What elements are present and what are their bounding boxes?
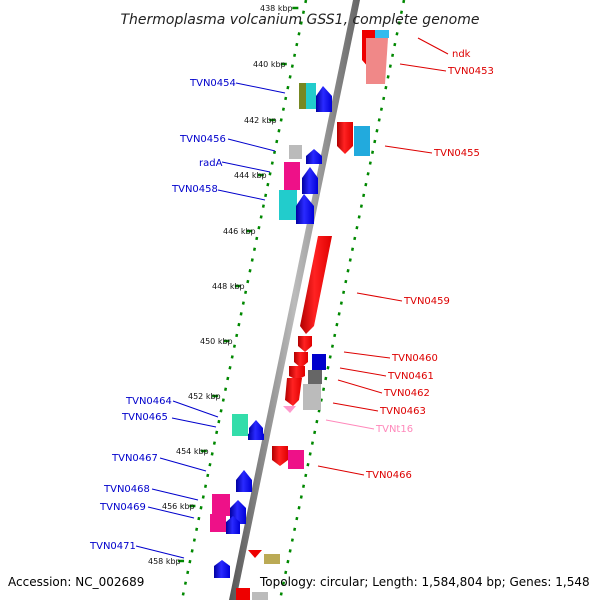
tick-label-446: 446 kbp [223,227,256,236]
gene-TVN0454b-shape[interactable] [306,83,316,109]
gene-fwd-456-shape[interactable] [306,149,322,164]
tick-label-444: 444 kbp [234,171,267,180]
gene-fwd-radA-shape[interactable] [302,167,318,194]
gene-fwd-469-shape[interactable] [226,516,240,534]
label-TVN0460[interactable]: TVN0460 [391,353,438,364]
gene-TVN0462-shape[interactable] [308,370,322,384]
gene-TVN0460b-shape[interactable] [294,352,308,368]
tick-label-448: 448 kbp [212,282,245,291]
tick-label-440: 440 kbp [253,60,286,69]
label-TVN0461[interactable]: TVN0461 [387,371,434,382]
label-TVN0465[interactable]: TVN0465 [121,412,168,423]
tick-label-450: 450 kbp [200,337,233,346]
gene-TVN0466-shape[interactable] [272,446,288,466]
gene-TVN0471-shape[interactable] [214,560,230,578]
gene-TVN0455-shape[interactable] [337,122,353,154]
label-TVN0459[interactable]: TVN0459 [403,296,450,307]
gene-TVN0463-shape[interactable] [285,378,302,406]
gene-TVN0466b-shape[interactable] [288,450,304,469]
kbp-labels: 438 kbp 440 kbp 442 kbp 444 kbp 446 kbp … [148,4,293,566]
label-TVN0469[interactable]: TVN0469 [99,502,146,513]
label-TVN0467[interactable]: TVN0467 [111,453,158,464]
gene-TVN0454-shape[interactable] [299,83,307,109]
kbp-ticks [178,6,299,563]
label-TVN0454[interactable]: TVN0454 [189,78,236,89]
tick-label-438: 438 kbp [260,4,293,13]
gene-TVN0459-shape[interactable] [300,236,332,334]
label-radA[interactable]: radA [199,158,223,169]
leader-lines [135,37,449,559]
gene-TVN0456-shape[interactable] [289,145,302,159]
map-title: Thermoplasma volcanium GSS1, complete ge… [120,12,479,28]
gene-ndk-cap [375,30,389,38]
tick-label-458: 458 kbp [148,557,181,566]
tick-label-442: 442 kbp [244,116,277,125]
gene-TVN0455b-shape[interactable] [354,126,370,156]
gene-bottom-red-shape[interactable] [236,588,250,600]
gene-TVN0463b-shape[interactable] [303,384,321,410]
tick-label-456: 456 kbp [162,502,195,511]
gene-fwd-458-shape[interactable] [296,194,314,224]
gene-small-olive-shape[interactable] [264,554,280,564]
label-TVN0458[interactable]: TVN0458 [171,184,218,195]
label-ndk[interactable]: ndk [452,49,471,60]
label-TVN0464[interactable]: TVN0464 [125,396,172,407]
label-TVN0455[interactable]: TVN0455 [433,148,480,159]
gene-TVN0453-shape[interactable] [366,38,388,84]
label-TVN0453[interactable]: TVN0453 [447,66,494,77]
gene-TVN0468-shape[interactable] [212,494,230,516]
tick-label-454: 454 kbp [176,447,209,456]
gene-small-red-shape[interactable] [248,550,262,558]
label-TVN0463[interactable]: TVN0463 [379,406,426,417]
topology-text: Topology: circular; Length: 1,584,804 bp… [259,575,590,589]
gene-TVN0461-shape[interactable] [312,354,326,370]
backbone [229,0,360,600]
gene-TVN0469-shape[interactable] [210,514,226,532]
label-TVN0471[interactable]: TVN0471 [89,541,136,552]
gene-fwd-454-shape[interactable] [316,86,332,112]
gene-features [210,30,389,600]
label-TVN0456[interactable]: TVN0456 [179,134,226,145]
label-TVN0462[interactable]: TVN0462 [383,388,430,399]
label-TVNt16[interactable]: TVNt16 [375,424,413,435]
tick-label-452: 452 kbp [188,392,221,401]
gene-bottom-gray-shape[interactable] [252,592,268,600]
gene-radA-shape[interactable] [284,162,300,190]
label-TVN0466[interactable]: TVN0466 [365,470,412,481]
gene-TVN0467-shape[interactable] [236,470,252,492]
gene-TVN0460-shape[interactable] [298,336,312,352]
gene-TVN0462b-shape[interactable] [289,366,305,380]
gene-TVN0458-shape[interactable] [279,190,297,220]
gene-TVN0464-shape[interactable] [232,414,248,436]
accession-text: Accession: NC_002689 [8,575,144,589]
gene-TVN0465-shape[interactable] [248,430,264,440]
label-TVN0468[interactable]: TVN0468 [103,484,150,495]
gene-labels: ndk TVN0453 TVN0454 TVN0455 TVN0456 radA… [89,49,494,552]
gene-TVNt16-shape[interactable] [283,406,296,413]
